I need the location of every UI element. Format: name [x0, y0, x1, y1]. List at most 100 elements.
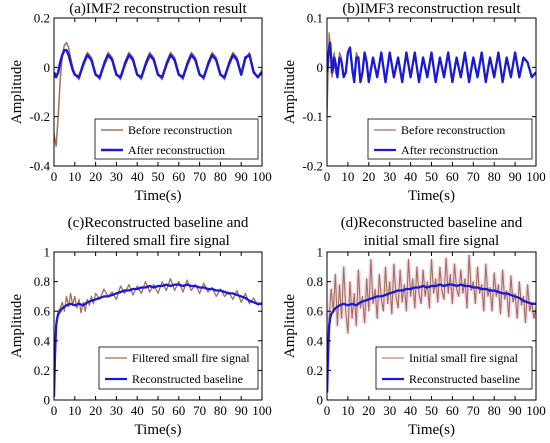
y-tick-label: 0 — [317, 60, 324, 75]
y-tick-label: 0.2 — [34, 11, 50, 26]
x-tick-label: 90 — [509, 403, 522, 418]
legend-label-1: After reconstruction — [128, 143, 225, 157]
legend-label-0: Before reconstruction — [401, 123, 505, 137]
x-tick-label: 90 — [509, 169, 522, 184]
x-tick-label: 80 — [214, 169, 227, 184]
x-tick-label: 80 — [488, 169, 501, 184]
x-tick-label: 90 — [235, 169, 248, 184]
x-axis-label: Time(s) — [135, 188, 182, 204]
legend: Before reconstruction After reconstructio… — [367, 118, 533, 160]
x-tick-label: 20 — [362, 169, 375, 184]
x-tick-label: 30 — [383, 403, 396, 418]
series-group — [327, 254, 536, 393]
x-tick-label: 70 — [193, 403, 206, 418]
chart-title: (c)Reconstructed baseline and — [68, 215, 249, 231]
x-tick-label: 40 — [131, 169, 144, 184]
y-tick-label: 0.2 — [307, 363, 323, 378]
x-tick-label: 30 — [110, 169, 123, 184]
x-tick-label: 50 — [425, 403, 438, 418]
y-tick-label: 0.6 — [307, 304, 324, 319]
legend: Filtered small fire signal Reconstructed … — [98, 346, 259, 390]
x-tick-label: 90 — [235, 403, 248, 418]
chart-panel-2: 0 10 20 30 40 50 60 70 80 90 100 0 0.2 0.4 0.6 0.8 1 (c)R… — [9, 215, 272, 438]
x-tick-label: 10 — [68, 169, 81, 184]
y-tick-label: 0.8 — [34, 274, 50, 289]
y-axis-label: Amplitude — [282, 294, 298, 359]
series-line-1 — [327, 41, 536, 84]
legend-box — [367, 118, 533, 160]
chart-title: initial small fire signal — [364, 233, 499, 249]
x-tick-label: 100 — [252, 169, 272, 184]
x-tick-label: 20 — [89, 169, 102, 184]
legend-label-0: Before reconstruction — [128, 123, 232, 137]
y-axis-label: Amplitude — [9, 60, 25, 125]
x-tick-label: 70 — [193, 169, 206, 184]
y-tick-label: 1 — [44, 245, 51, 260]
x-tick-label: 40 — [404, 403, 417, 418]
series-group — [327, 32, 536, 117]
y-tick-label: 0 — [44, 60, 51, 75]
x-tick-label: 0 — [51, 169, 58, 184]
x-tick-label: 20 — [89, 403, 102, 418]
x-tick-label: 50 — [425, 169, 438, 184]
x-tick-label: 30 — [383, 169, 396, 184]
x-tick-label: 100 — [526, 403, 546, 418]
legend-box — [375, 346, 533, 390]
series-line-1 — [54, 48, 262, 79]
legend: Before reconstruction After reconstructio… — [94, 118, 259, 160]
chart-panel-1: 0 10 20 30 40 50 60 70 80 90 100 -0.2 -0.1 0 0.1 (b)IMF… — [282, 1, 546, 204]
series-group — [54, 41, 262, 148]
x-tick-label: 50 — [152, 169, 165, 184]
y-axis-label: Amplitude — [282, 60, 298, 125]
x-tick-label: 50 — [152, 403, 165, 418]
x-tick-label: 100 — [252, 403, 272, 418]
x-tick-label: 70 — [467, 403, 480, 418]
x-tick-label: 10 — [341, 169, 354, 184]
x-axis-label: Time(s) — [408, 422, 455, 438]
legend-label-1: Reconstructed baseline — [409, 372, 520, 386]
chart-title: filtered small fire signal — [86, 233, 230, 249]
legend-label-0: Filtered small fire signal — [132, 351, 250, 365]
x-tick-label: 60 — [446, 169, 459, 184]
y-tick-label: 0 — [317, 393, 324, 408]
y-tick-label: -0.4 — [29, 159, 50, 174]
y-tick-label: 1 — [317, 245, 324, 260]
legend-box — [98, 346, 259, 390]
y-tick-label: -0.2 — [29, 109, 50, 124]
x-tick-label: 40 — [404, 169, 417, 184]
legend-label-1: Reconstructed baseline — [132, 372, 243, 386]
y-axis-label: Amplitude — [9, 294, 25, 359]
series-line-0 — [327, 254, 536, 393]
legend-label-1: After reconstruction — [401, 143, 498, 157]
x-tick-label: 60 — [172, 169, 185, 184]
x-tick-label: 80 — [488, 403, 501, 418]
y-tick-label: 0.4 — [307, 333, 324, 348]
chart-title: (d)Reconstructed baseline and — [341, 215, 523, 231]
x-tick-label: 0 — [324, 403, 331, 418]
x-tick-label: 0 — [51, 403, 58, 418]
chart-title: (a)IMF2 reconstruction result — [69, 1, 247, 17]
series-line-1 — [327, 283, 536, 393]
legend-label-0: Initial small fire signal — [409, 351, 519, 365]
legend-box — [94, 118, 259, 160]
chart-title: (b)IMF3 reconstruction result — [342, 1, 521, 17]
chart-panel-3: 0 10 20 30 40 50 60 70 80 90 100 0 0.2 0.4 0.6 0.8 1 (d)R… — [282, 215, 546, 438]
x-tick-label: 40 — [131, 403, 144, 418]
x-tick-label: 10 — [341, 403, 354, 418]
y-tick-label: 0 — [44, 393, 51, 408]
series-group — [54, 277, 262, 398]
y-tick-label: -0.2 — [302, 159, 323, 174]
x-tick-label: 10 — [68, 403, 81, 418]
y-tick-label: -0.1 — [302, 109, 323, 124]
x-tick-label: 0 — [324, 169, 331, 184]
y-tick-label: 0.1 — [307, 11, 323, 26]
chart-panel-0: 0 10 20 30 40 50 60 70 80 90 100 -0.4 -0.2 0 0.2 (a)IMF… — [9, 1, 272, 204]
x-tick-label: 60 — [446, 403, 459, 418]
x-tick-label: 100 — [526, 169, 546, 184]
x-tick-label: 20 — [362, 403, 375, 418]
y-tick-label: 0.4 — [34, 333, 51, 348]
series-line-1 — [54, 283, 262, 398]
y-tick-label: 0.2 — [34, 363, 50, 378]
x-tick-label: 60 — [172, 403, 185, 418]
